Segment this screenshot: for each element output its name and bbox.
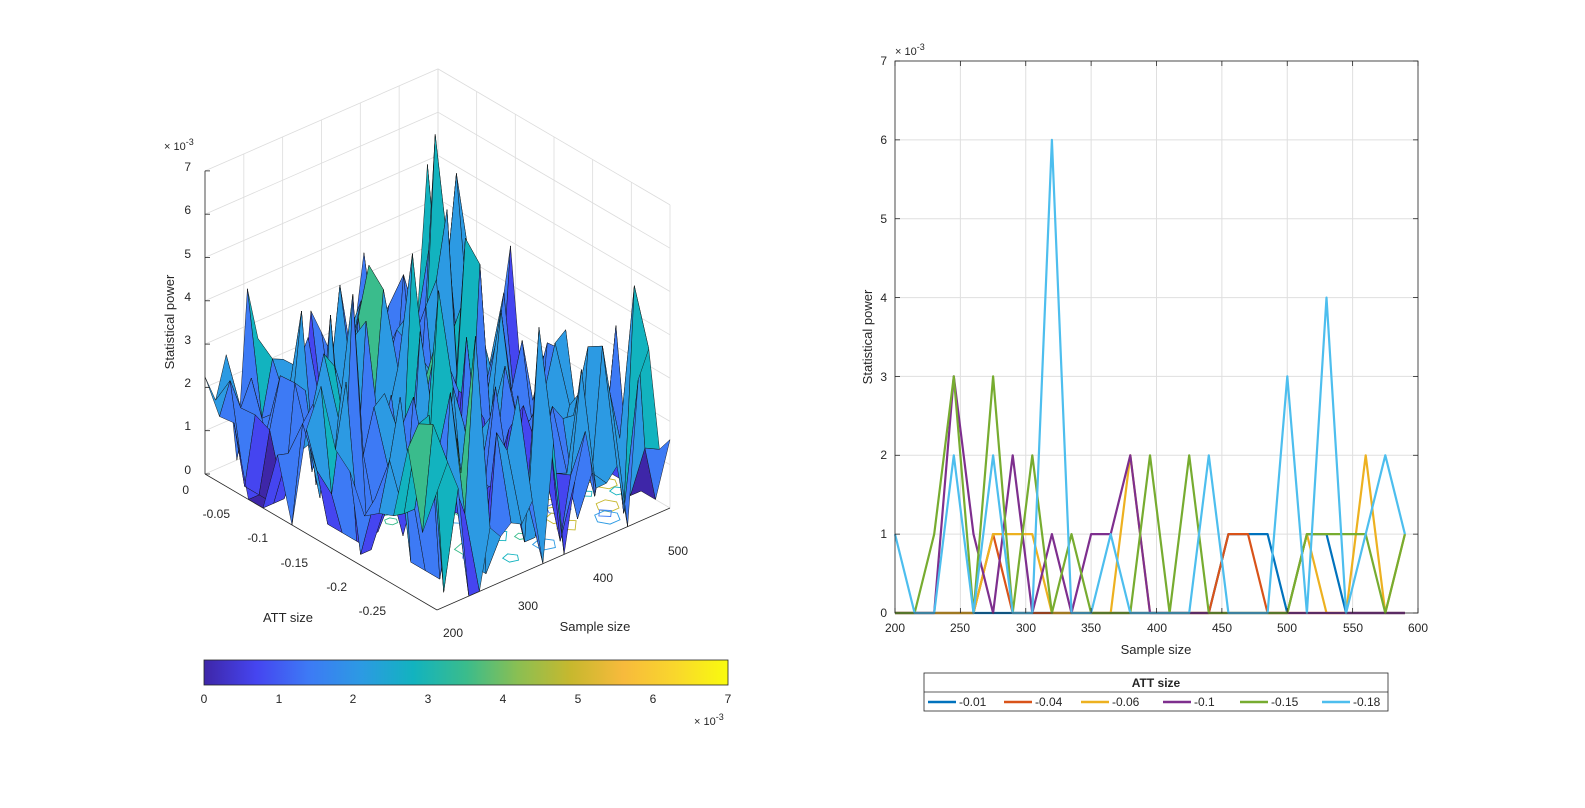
y-tick-label: 5 <box>880 212 887 226</box>
legend-label: -0.01 <box>959 695 987 709</box>
legend-label: -0.15 <box>1271 695 1299 709</box>
z-tick-label: 0 <box>184 463 191 477</box>
y-tick-label: 0 <box>880 606 887 620</box>
colorbar-tick-label: 4 <box>500 692 507 706</box>
legend-title: ATT size <box>1132 676 1181 690</box>
colorbar-bar <box>203 659 729 686</box>
colorbar-tick-label: 2 <box>350 692 357 706</box>
legend-item: -0.18 <box>1322 695 1381 709</box>
x-axis-label: Sample size <box>560 619 631 634</box>
x-axis-label: Sample size <box>1121 642 1192 657</box>
series-line <box>895 375 1406 615</box>
colorbar-tick-label: 1 <box>276 692 283 706</box>
y-axis-label: Statistical power <box>860 289 875 384</box>
x-tick-label: 350 <box>1081 621 1101 635</box>
y-tick-label: -0.2 <box>326 580 347 594</box>
surface-plot: 0 1 2 3 4 5 6 7 × 10-3 0 -0.05 -0.1 -0.1… <box>162 68 732 728</box>
line-plot: 0 1 2 3 4 5 6 7 × 10-3 200 250 300 350 4… <box>860 42 1428 712</box>
y-tick-label: 2 <box>880 448 887 462</box>
y-tick-label: -0.15 <box>281 556 309 570</box>
legend-item: -0.04 <box>1004 695 1063 709</box>
x-tick-label: 600 <box>1408 621 1428 635</box>
y-tick-label: 4 <box>880 291 887 305</box>
legend-label: -0.04 <box>1035 695 1063 709</box>
z-axis-label: Statistical power <box>162 274 177 369</box>
y-tick-label: -0.05 <box>203 507 231 521</box>
y-tick-label: 7 <box>880 54 887 68</box>
legend-item: -0.1 <box>1163 695 1215 709</box>
surface-patches <box>204 134 671 597</box>
contour-line <box>501 553 520 563</box>
line-plot-ticks <box>894 60 1419 614</box>
legend-label: -0.1 <box>1194 695 1215 709</box>
x-tick-label: 400 <box>1147 621 1167 635</box>
z-tick-label: 5 <box>184 247 191 261</box>
y-tick-label: 1 <box>880 527 887 541</box>
z-tick-label: 7 <box>184 160 191 174</box>
surface-axes <box>204 170 671 611</box>
axis-line <box>204 473 438 611</box>
x-tick-label: 500 <box>1277 621 1297 635</box>
x-tick-label: 300 <box>1016 621 1036 635</box>
y-exponent: × 10-3 <box>895 42 925 58</box>
colorbar-tick-label: 6 <box>650 692 657 706</box>
legend-label: -0.06 <box>1112 695 1140 709</box>
colorbar-exponent: × 10-3 <box>694 712 724 728</box>
x-tick-label: 200 <box>885 621 905 635</box>
y-tick-label: 6 <box>880 133 887 147</box>
x-tick-label: 450 <box>1212 621 1232 635</box>
colorbar-tick-label: 0 <box>201 692 208 706</box>
z-tick-label: 1 <box>184 419 191 433</box>
y-axis-label: ATT size <box>263 610 313 625</box>
y-tick-label: -0.1 <box>247 531 268 545</box>
x-tick-label: 400 <box>593 571 613 585</box>
y-tick-label: 3 <box>880 370 887 384</box>
contour-line <box>594 510 621 525</box>
surface-patch <box>422 424 448 533</box>
z-tick-label: 6 <box>184 203 191 217</box>
legend-item: -0.06 <box>1081 695 1140 709</box>
y-tick-label: -0.25 <box>359 604 387 618</box>
x-tick-label: 250 <box>950 621 970 635</box>
legend-label: -0.18 <box>1353 695 1381 709</box>
z-tick-label: 3 <box>184 333 191 347</box>
legend: ATT size -0.01 -0.04 -0.06 -0.1 -0.15 -0.18 <box>923 672 1389 712</box>
colorbar-tick-label: 3 <box>425 692 432 706</box>
contour-line <box>598 509 612 517</box>
z-tick-label: 4 <box>184 290 191 304</box>
x-tick-label: 500 <box>668 544 688 558</box>
y-tick-label: 0 <box>182 483 189 497</box>
axis-line <box>436 507 671 611</box>
x-tick-label: 200 <box>443 626 463 640</box>
contour-line <box>595 499 620 513</box>
x-tick-label: 550 <box>1343 621 1363 635</box>
z-exponent: × 10-3 <box>164 137 194 153</box>
legend-items: -0.01 -0.04 -0.06 -0.1 -0.15 -0.18 <box>928 695 1381 709</box>
legend-item: -0.15 <box>1240 695 1299 709</box>
legend-item: -0.01 <box>928 695 987 709</box>
x-tick-label: 300 <box>518 599 538 613</box>
colorbar-tick-label: 7 <box>725 692 732 706</box>
colorbar: 0 1 2 3 4 5 6 7 × 10-3 <box>201 659 732 728</box>
contour-line <box>384 517 399 526</box>
colorbar-tick-label: 5 <box>575 692 582 706</box>
z-tick-label: 2 <box>184 376 191 390</box>
